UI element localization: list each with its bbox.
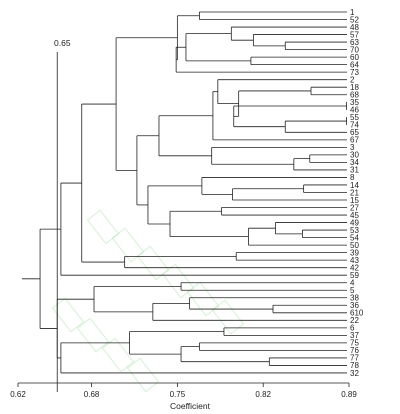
leaf-label-32: 32 [350,369,359,378]
leaf-label-36: 36 [350,301,359,310]
leaf-label-22: 22 [350,316,359,325]
leaf-label-53: 53 [350,226,359,235]
leaf-label-50: 50 [350,241,359,250]
leaf-label-73: 73 [350,68,359,77]
leaf-label-14: 14 [350,181,359,190]
leaf-label-2: 2 [350,75,355,84]
watermark [51,209,245,393]
leaf-label-45: 45 [350,211,359,220]
leaf-label-38: 38 [350,294,359,303]
leaf-label-74: 74 [350,121,359,130]
leaf-label-35: 35 [350,98,359,107]
leaf-label-8: 8 [350,173,355,182]
dendrogram-branches [22,11,347,374]
leaf-label-68: 68 [350,91,359,100]
leaf-label-5: 5 [350,286,355,295]
leaf-label-27: 27 [350,203,359,212]
leaf-label-76: 76 [350,346,359,355]
leaf-labels: 1524857637060647321868354655746567330343… [350,8,364,378]
leaf-label-3: 3 [350,143,355,152]
leaf-label-52: 52 [350,15,359,24]
leaf-label-63: 63 [350,38,359,47]
x-tick-label-0.89: 0.89 [341,390,357,399]
leaf-label-1: 1 [350,8,355,17]
leaf-label-55: 55 [350,113,359,122]
leaf-label-46: 46 [350,106,359,115]
leaf-label-39: 39 [350,248,359,257]
leaf-label-6: 6 [350,324,355,333]
leaf-label-57: 57 [350,30,359,39]
leaf-label-43: 43 [350,256,359,265]
leaf-label-37: 37 [350,331,359,340]
x-tick-label-0.62: 0.62 [10,390,26,399]
leaf-label-49: 49 [350,218,359,227]
leaf-label-18: 18 [350,83,359,92]
x-tick-label-0.75: 0.75 [170,390,186,399]
leaf-label-65: 65 [350,128,359,137]
leaf-label-34: 34 [350,158,359,167]
leaf-label-70: 70 [350,45,359,54]
leaf-label-42: 42 [350,263,359,272]
x-axis: 0.62 0.68 0.75 0.82 0.89 [10,382,357,399]
leaf-label-54: 54 [350,233,359,242]
leaf-label-48: 48 [350,23,359,32]
leaf-label-67: 67 [350,136,359,145]
leaf-label-15: 15 [350,196,359,205]
leaf-label-59: 59 [350,271,359,280]
leaf-label-77: 77 [350,354,359,363]
leaf-label-21: 21 [350,188,359,197]
cutoff-marker: 0.65 [54,38,71,392]
leaf-label-30: 30 [350,151,359,160]
cutoff-label: 0.65 [54,38,71,48]
leaf-label-78: 78 [350,361,359,370]
leaf-label-4: 4 [350,279,355,288]
x-tick-label-0.68: 0.68 [84,390,100,399]
leaf-label-60: 60 [350,53,359,62]
leaf-label-75: 75 [350,339,359,348]
leaf-label-31: 31 [350,166,359,175]
x-tick-label-0.82: 0.82 [255,390,271,399]
x-axis-title: Coefficient [170,401,211,411]
leaf-label-610: 610 [350,309,364,318]
leaf-label-64: 64 [350,60,359,69]
